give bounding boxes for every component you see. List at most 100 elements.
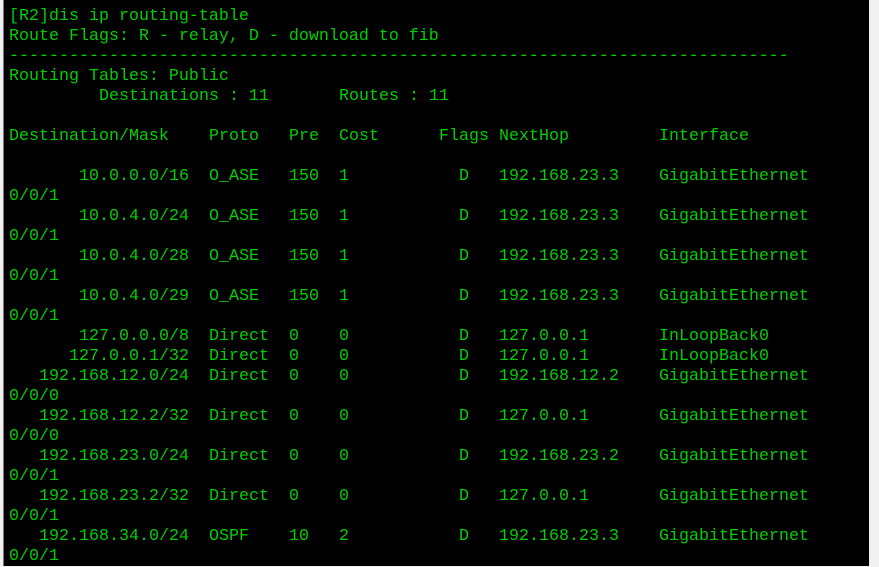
- route-preference: 0: [289, 487, 299, 506]
- route-flags: D: [459, 287, 469, 306]
- table-row: 10.0.4.0/24 O_ASE 150 1 D 192.168.23.3 Gigabit…: [9, 207, 869, 227]
- route-cost: 0: [339, 327, 349, 346]
- counts-line: Destinations : 11 Routes : 11: [9, 87, 869, 107]
- route-destination: 127.0.0.0/8: [79, 327, 189, 346]
- route-preference: 150: [289, 287, 319, 306]
- route-proto: O_ASE: [209, 167, 259, 186]
- header-pre: Pre: [289, 127, 319, 146]
- route-proto: Direct: [209, 487, 269, 506]
- route-proto: Direct: [209, 407, 269, 426]
- route-preference: 0: [289, 407, 299, 426]
- route-interface-continuation: 0/0/0: [9, 387, 59, 406]
- route-proto: OSPF: [209, 527, 249, 546]
- route-flags: D: [459, 207, 469, 226]
- route-nexthop: 127.0.0.1: [499, 407, 589, 426]
- route-interface: GigabitEthernet: [659, 487, 809, 506]
- route-destination: 10.0.4.0/24: [79, 207, 189, 226]
- route-interface-continuation: 0/0/1: [9, 547, 59, 566]
- routing-tables-line: Routing Tables: Public: [9, 67, 229, 86]
- table-header: Destination/Mask Proto Pre Cost Flags Ne…: [9, 127, 869, 147]
- terminal-window[interactable]: [R2]dis ip routing-table Route Flags: R …: [3, 0, 869, 566]
- route-proto: Direct: [209, 347, 269, 366]
- route-preference: 10: [289, 527, 309, 546]
- route-nexthop: 192.168.23.3: [499, 167, 619, 186]
- route-interface-continuation: 0/0/1: [9, 307, 59, 326]
- route-cost: 0: [339, 367, 349, 386]
- route-flags: D: [459, 167, 469, 186]
- route-cost: 1: [339, 287, 349, 306]
- route-flags: D: [459, 347, 469, 366]
- route-interface: GigabitEthernet: [659, 407, 809, 426]
- route-flags: D: [459, 447, 469, 466]
- route-interface-continuation: 0/0/1: [9, 267, 59, 286]
- route-interface: GigabitEthernet: [659, 527, 809, 546]
- header-proto: Proto: [209, 127, 259, 146]
- route-destination: 192.168.12.2/32: [39, 407, 189, 426]
- route-flags-line: Route Flags: R - relay, D - download to …: [9, 27, 439, 46]
- route-nexthop: 127.0.0.1: [499, 327, 589, 346]
- route-interface: GigabitEthernet: [659, 287, 809, 306]
- route-flags: D: [459, 327, 469, 346]
- route-interface: GigabitEthernet: [659, 247, 809, 266]
- route-cost: 0: [339, 447, 349, 466]
- route-cost: 0: [339, 407, 349, 426]
- route-interface: GigabitEthernet: [659, 367, 809, 386]
- route-nexthop: 192.168.23.3: [499, 287, 619, 306]
- route-destination: 10.0.4.0/28: [79, 247, 189, 266]
- route-cost: 0: [339, 347, 349, 366]
- route-flags: D: [459, 367, 469, 386]
- route-nexthop: 192.168.12.2: [499, 367, 619, 386]
- table-row: 192.168.12.2/32 Direct 0 0 D 127.0.0.1 Gigabit…: [9, 407, 869, 427]
- route-interface-continuation: 0/0/0: [9, 427, 59, 446]
- route-flags: D: [459, 407, 469, 426]
- route-destination: 10.0.0.0/16: [79, 167, 189, 186]
- route-cost: 2: [339, 527, 349, 546]
- route-preference: 150: [289, 167, 319, 186]
- table-row: 192.168.23.0/24 Direct 0 0 D 192.168.23.2 Giga…: [9, 447, 869, 467]
- route-cost: 1: [339, 167, 349, 186]
- route-interface: GigabitEthernet: [659, 167, 809, 186]
- route-interface-continuation: 0/0/1: [9, 227, 59, 246]
- header-flags: Flags: [439, 127, 489, 146]
- route-nexthop: 192.168.23.3: [499, 247, 619, 266]
- route-interface: InLoopBack0: [659, 327, 769, 346]
- table-row: 127.0.0.0/8 Direct 0 0 D 127.0.0.1 InLoopBack0: [9, 327, 869, 347]
- separator-line: ----------------------------------------…: [9, 47, 789, 66]
- route-preference: 0: [289, 367, 299, 386]
- route-preference: 0: [289, 447, 299, 466]
- header-interface: Interface: [659, 127, 749, 146]
- route-proto: O_ASE: [209, 287, 259, 306]
- route-proto: Direct: [209, 447, 269, 466]
- route-destination: 192.168.23.0/24: [39, 447, 189, 466]
- destinations-count: Destinations : 11: [99, 87, 269, 106]
- route-cost: 1: [339, 247, 349, 266]
- header-nexthop: NextHop: [499, 127, 569, 146]
- route-cost: 0: [339, 487, 349, 506]
- table-row: 10.0.0.0/16 O_ASE 150 1 D 192.168.23.3 Gigabit…: [9, 167, 869, 187]
- route-proto: O_ASE: [209, 247, 259, 266]
- routes-count: Routes : 11: [339, 87, 449, 106]
- table-row: 10.0.4.0/28 O_ASE 150 1 D 192.168.23.3 Gigabit…: [9, 247, 869, 267]
- route-nexthop: 127.0.0.1: [499, 347, 589, 366]
- route-nexthop: 192.168.23.2: [499, 447, 619, 466]
- route-destination: 10.0.4.0/29: [79, 287, 189, 306]
- route-nexthop: 192.168.23.3: [499, 207, 619, 226]
- route-proto: Direct: [209, 367, 269, 386]
- route-interface-continuation: 0/0/1: [9, 467, 59, 486]
- route-interface-continuation: 0/0/1: [9, 187, 59, 206]
- route-preference: 150: [289, 247, 319, 266]
- route-destination: 127.0.0.1/32: [69, 347, 189, 366]
- route-nexthop: 127.0.0.1: [499, 487, 589, 506]
- route-proto: O_ASE: [209, 207, 259, 226]
- route-flags: D: [459, 527, 469, 546]
- header-cost: Cost: [339, 127, 379, 146]
- route-proto: Direct: [209, 327, 269, 346]
- table-row: 192.168.34.0/24 OSPF 10 2 D 192.168.23.3 Gigab…: [9, 527, 869, 547]
- route-preference: 150: [289, 207, 319, 226]
- route-destination: 192.168.34.0/24: [39, 527, 189, 546]
- table-row: 10.0.4.0/29 O_ASE 150 1 D 192.168.23.3 Gigabit…: [9, 287, 869, 307]
- route-flags: D: [459, 487, 469, 506]
- route-destination: 192.168.23.2/32: [39, 487, 189, 506]
- header-destination: Destination/Mask: [9, 127, 169, 146]
- route-preference: 0: [289, 327, 299, 346]
